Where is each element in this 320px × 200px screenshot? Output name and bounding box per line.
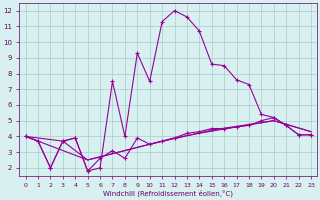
X-axis label: Windchill (Refroidissement éolien,°C): Windchill (Refroidissement éolien,°C) — [103, 190, 233, 197]
